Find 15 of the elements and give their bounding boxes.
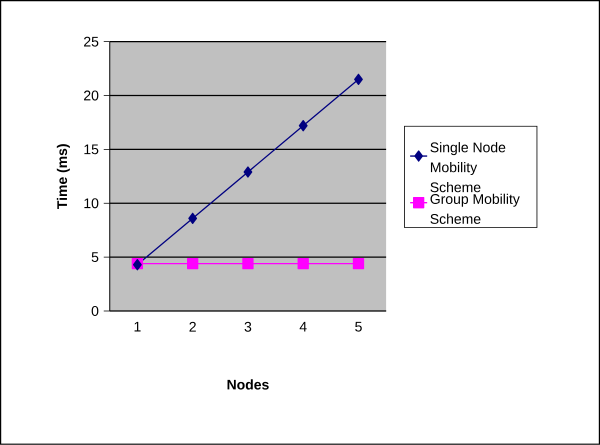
x-tick-label: 4 <box>300 322 307 332</box>
y-axis-title: Time (ms) <box>56 144 70 210</box>
y-tick-label: 0 <box>92 306 98 316</box>
y-tick-label: 5 <box>92 252 98 262</box>
y-tick-label: 15 <box>84 144 98 154</box>
legend-label: Single Node Mobility Scheme <box>430 142 506 192</box>
x-tick-label: 3 <box>244 322 252 332</box>
x-tick-label: 5 <box>355 322 362 332</box>
y-tick-label: 10 <box>84 198 98 208</box>
y-tick-label: 20 <box>84 90 98 101</box>
x-tick-label: 1 <box>134 322 141 332</box>
legend-label: Group Mobility Scheme <box>430 194 520 224</box>
y-tick-label: 25 <box>84 36 98 47</box>
x-tick-label: 2 <box>189 322 196 332</box>
x-axis-title: Nodes <box>228 379 269 390</box>
